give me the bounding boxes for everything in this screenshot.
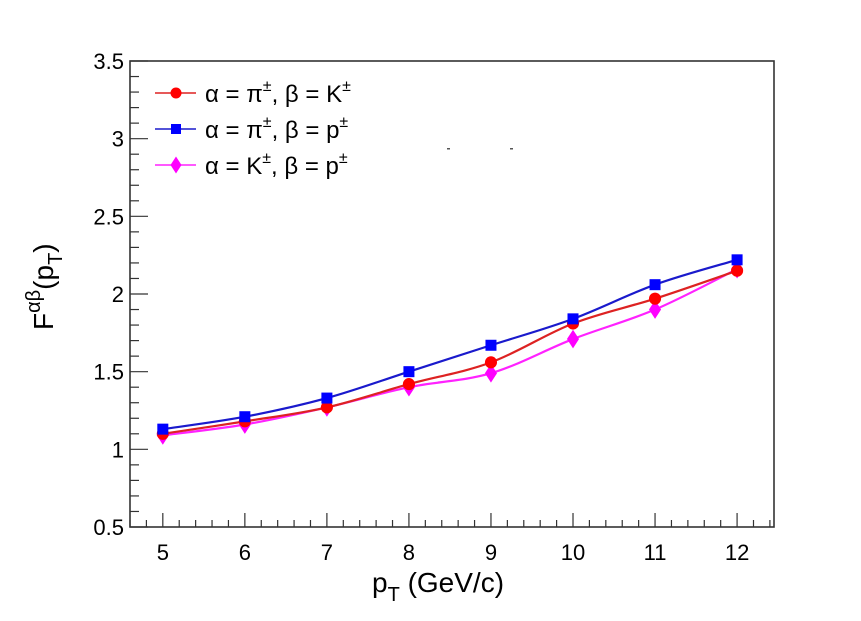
series-square [157,254,743,435]
legend-marker-square [171,124,181,134]
legend-entry: α = π±, β = K± [155,78,351,108]
data-point [157,423,169,435]
y-tick-label: 1 [112,437,124,462]
y-axis-title: Fαβ(pT) [23,243,67,330]
y-tick-label: 3.5 [93,49,124,74]
x-tick-label: 11 [644,540,667,565]
data-point [485,339,497,351]
series-line [162,258,738,431]
x-axis-ticks [129,513,771,527]
y-tick-label: 1.5 [93,360,124,385]
y-tick-label: 3 [112,127,124,152]
x-tick-labels: 5 6 7 8 9 10 11 12 [157,540,750,565]
data-point [403,366,415,378]
data-point [484,356,498,369]
series-diamond [156,259,744,445]
x-tick-label: 12 [725,540,749,565]
legend: α = π±, β = K± α = π±, β = p± α = K±, β = … [155,78,351,180]
data-point [239,411,251,423]
data-point [321,392,333,404]
x-tick-label: 5 [157,540,169,565]
data-point [567,313,579,325]
x-tick-label: 7 [321,540,333,565]
x-tick-label: 9 [485,540,497,565]
artifact-speck [447,148,450,150]
series-group [156,254,744,445]
legend-label: α = π±, β = K± [205,78,351,108]
data-point [648,292,662,305]
data-point [402,378,415,391]
series-line [162,268,738,437]
y-tick-label: 0.5 [93,515,124,540]
legend-entry: α = K±, β = p± [155,150,348,180]
data-point [648,300,662,319]
x-tick-label: 10 [561,540,585,565]
legend-marker-diamond [170,156,182,174]
y-tick-labels: 0.5 1 1.5 2 2.5 3 3.5 [93,49,124,540]
series-line [162,269,738,435]
legend-entry: α = π±, β = p± [155,114,348,144]
data-point [566,329,580,349]
y-tick-label: 2.5 [93,204,124,229]
y-axis-ticks [130,60,148,528]
x-axis-title: pT (GeV/c) [372,567,504,606]
data-point [731,264,744,277]
data-point [320,401,333,414]
legend-label: α = K±, β = p± [205,150,348,180]
data-point [484,363,498,383]
artifact-speck [510,148,513,150]
legend-label: α = π±, β = p± [205,114,348,144]
x-tick-label: 6 [239,540,251,565]
legend-marker-circle [170,87,182,99]
y-tick-label: 2 [112,282,124,307]
data-point [649,279,661,291]
x-tick-label: 8 [403,540,415,565]
data-point [731,254,743,266]
